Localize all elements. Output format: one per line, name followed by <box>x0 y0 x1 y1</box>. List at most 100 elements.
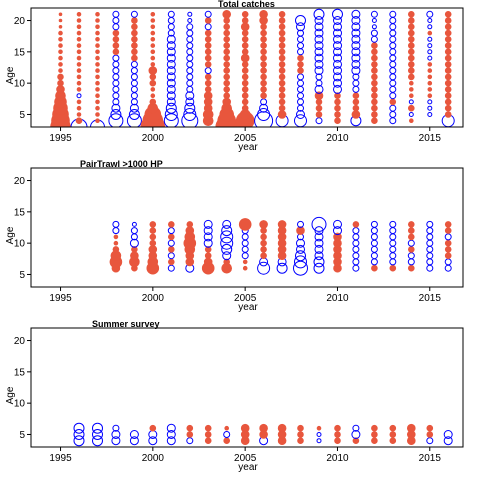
bubble-2011-age-15 <box>351 47 361 57</box>
bubble-2005-age-10 <box>241 239 249 247</box>
bubble-2012-age-15 <box>371 48 378 56</box>
bubble-1999-age-12 <box>130 67 138 75</box>
bubble-1996-age-4 <box>73 435 85 447</box>
bubble-1996-age-11 <box>76 74 82 80</box>
bubble-2003-age-15 <box>204 48 212 56</box>
bubble-2015-age-15 <box>427 49 433 55</box>
bubble-2012-age-6 <box>371 264 378 272</box>
bubble-2004-age-16 <box>223 42 230 49</box>
bubble-2006-age-21 <box>259 10 268 19</box>
bubble-2012-age-20 <box>371 18 377 23</box>
y-tick-label: 20 <box>14 176 26 187</box>
bubble-2004-age-14 <box>223 54 230 62</box>
bubble-1996-age-21 <box>76 12 82 17</box>
bubble-2012-age-6 <box>371 104 378 112</box>
bubble-2016-age-9 <box>444 86 452 93</box>
bubble-1998-age-10 <box>113 240 119 246</box>
bubble-2007-age-12 <box>278 67 286 74</box>
bubble-2001-age-7 <box>168 258 175 266</box>
bubble-2002-age-15 <box>186 48 194 56</box>
bubble-2016-age-5 <box>443 430 453 439</box>
bubble-2000-age-11 <box>149 233 157 241</box>
bubble-1997-age-19 <box>95 24 100 30</box>
bubble-2013-age-9 <box>389 85 397 93</box>
bubble-2008-age-18 <box>297 29 304 37</box>
y-tick-label: 5 <box>19 270 25 281</box>
bubble-1999-age-21 <box>130 10 138 18</box>
bubble-1999-age-5 <box>129 430 139 439</box>
chart-title: Summer survey <box>92 319 160 329</box>
bubble-2013-age-12 <box>389 67 397 75</box>
bubble-2004-age-10 <box>223 79 230 87</box>
bubble-2007-age-16 <box>278 42 286 49</box>
bubble-2002-age-6 <box>184 102 196 114</box>
bubble-2001-age-11 <box>168 233 175 241</box>
bubble-1999-age-8 <box>130 251 139 260</box>
bubble-2000-age-7 <box>149 98 157 106</box>
bubble-1997-age-17 <box>95 36 100 42</box>
bubble-1997-age-6 <box>95 105 100 111</box>
bubble-1995-age-17 <box>58 36 63 42</box>
bubble-2003-age-12 <box>204 67 212 75</box>
bubble-2001-age-17 <box>166 34 176 44</box>
bubble-2016-age-12 <box>444 227 452 234</box>
bubble-2003-age-4 <box>204 437 212 445</box>
bubble-2010-age-9 <box>333 84 342 94</box>
bubble-2000-age-9 <box>150 87 156 92</box>
bubble-2005-age-11 <box>241 73 249 81</box>
bubble-2001-age-13 <box>166 59 176 69</box>
bubble-1997-age-11 <box>95 74 100 80</box>
bubble-2003-age-8 <box>204 252 212 259</box>
y-axis-label: Age <box>5 66 16 84</box>
bubble-2003-age-6 <box>204 424 212 432</box>
bubble-2011-age-12 <box>351 66 361 76</box>
bubble-2006-age-12 <box>260 67 267 74</box>
bubble-2013-age-13 <box>389 220 397 228</box>
bubble-2005-age-13 <box>238 218 252 231</box>
bubble-2010-age-14 <box>333 53 342 63</box>
bubble-2011-age-6 <box>352 104 360 112</box>
bubble-2013-age-7 <box>389 258 397 266</box>
bubble-2013-age-11 <box>389 233 397 241</box>
x-tick-label: 1995 <box>49 453 72 464</box>
bubble-2014-age-4 <box>408 118 414 123</box>
bubble-2001-age-15 <box>166 47 176 57</box>
bubble-2009-age-11 <box>315 73 323 81</box>
y-axis-label: Age <box>5 386 16 404</box>
bubble-2009-age-5 <box>315 111 323 118</box>
bubble-1999-age-14 <box>131 54 138 62</box>
bubble-2009-age-8 <box>314 251 324 261</box>
bubble-2008-age-9 <box>297 85 304 93</box>
bubble-2001-age-10 <box>167 239 175 247</box>
y-tick-label: 5 <box>19 430 25 441</box>
bubble-2016-age-7 <box>444 98 452 106</box>
bubble-2012-age-5 <box>371 111 378 118</box>
bubble-1998-age-18 <box>112 29 120 37</box>
bubble-2016-age-13 <box>444 221 452 228</box>
bubble-2004-age-8 <box>223 92 230 99</box>
bubble-2001-age-6 <box>167 264 175 272</box>
bubble-2004-age-13 <box>223 61 230 68</box>
bubble-2012-age-8 <box>370 252 378 260</box>
bubble-2016-age-11 <box>444 233 452 241</box>
bubble-2004-age-7 <box>223 258 230 266</box>
bubble-1998-age-6 <box>112 424 120 432</box>
bubble-1996-age-20 <box>76 18 82 23</box>
bubble-2008-age-13 <box>297 220 304 228</box>
bubble-1999-age-9 <box>131 246 138 253</box>
bubble-2015-age-12 <box>427 68 433 73</box>
bubble-2016-age-15 <box>444 48 452 56</box>
bubble-2002-age-5 <box>186 431 194 438</box>
bubble-2016-age-21 <box>444 11 452 18</box>
bubble-2000-age-8 <box>150 93 156 98</box>
bubble-2006-age-10 <box>260 239 267 247</box>
bubble-2013-age-20 <box>389 17 397 24</box>
bubble-2014-age-21 <box>407 11 415 18</box>
bubble-2013-age-18 <box>389 29 397 37</box>
bubble-2015-age-10 <box>426 239 434 247</box>
bubble-2013-age-13 <box>389 60 397 68</box>
bubble-2003-age-20 <box>204 17 212 24</box>
bubble-2003-age-13 <box>203 219 213 229</box>
bubble-2006-age-18 <box>260 29 267 37</box>
bubble-2010-age-12 <box>333 226 342 236</box>
